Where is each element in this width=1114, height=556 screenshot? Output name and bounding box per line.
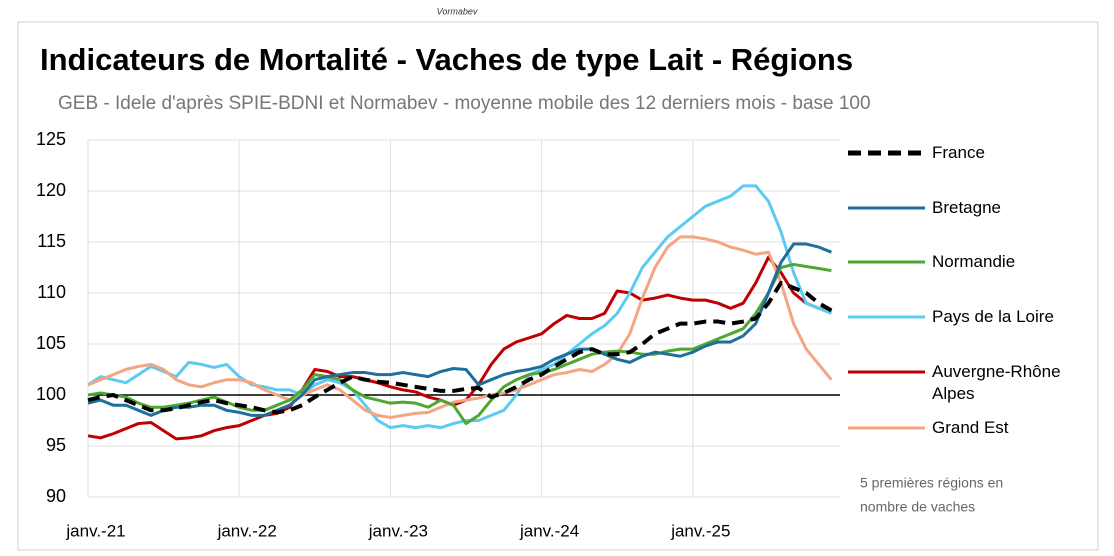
chart-frame: [17, 21, 1099, 551]
y-tick-label: 115: [37, 231, 66, 251]
legend-label: Normandie: [932, 252, 1016, 271]
legend-label: Grand Est: [932, 418, 1009, 437]
series-line: [87, 280, 833, 415]
annotation: nombre de vaches: [860, 499, 975, 515]
x-tick-label: janv.-23: [368, 521, 428, 540]
y-tick-label: 100: [36, 384, 66, 404]
legend-label: Bretagne: [932, 198, 1001, 217]
series-line: [87, 262, 832, 426]
x-tick-label: janv.-25: [670, 521, 730, 540]
watermark: Vormabev: [437, 6, 478, 16]
y-tick-label: 105: [36, 333, 66, 353]
legend-label: France: [932, 143, 985, 162]
y-tick-label: 125: [36, 129, 66, 149]
x-tick-label: janv.-21: [65, 521, 125, 540]
legend-label: Pays de la Loire: [932, 307, 1054, 326]
y-tick-label: 110: [37, 282, 66, 302]
series-line: [87, 235, 833, 419]
y-tick-label: 90: [46, 486, 66, 506]
legend-label: Auvergne-Rhône Alpes: [932, 362, 1061, 403]
series-line: [87, 255, 832, 441]
series-line: [87, 184, 832, 430]
chart-title: Indicateurs de Mortalité - Vaches de typ…: [40, 42, 853, 77]
y-tick-label: 120: [36, 180, 66, 200]
x-tick-label: janv.-24: [519, 521, 579, 540]
series-line: [87, 242, 832, 417]
chart-subtitle: GEB - Idele d'après SPIE-BDNI et Normabe…: [58, 93, 871, 114]
x-tick-label: janv.-22: [217, 521, 277, 540]
annotation: 5 premières régions en: [860, 475, 1003, 491]
y-tick-label: 95: [46, 435, 66, 455]
